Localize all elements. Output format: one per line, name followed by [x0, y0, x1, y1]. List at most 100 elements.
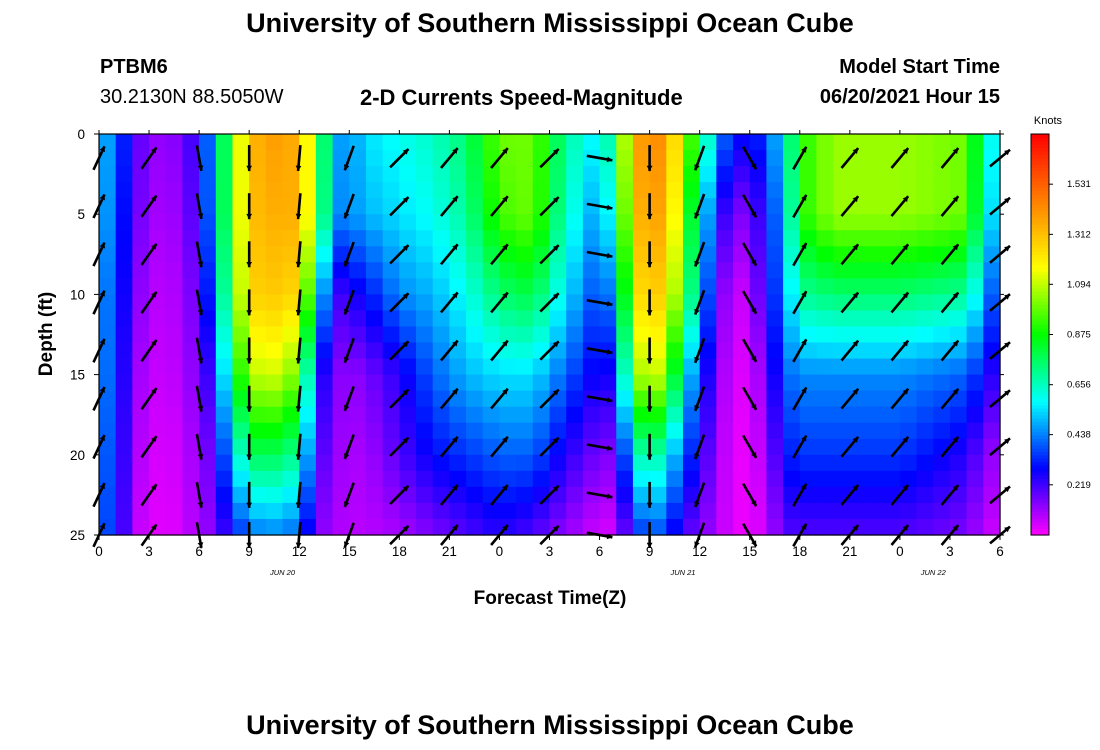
heat-cell [149, 326, 167, 344]
heat-cell [933, 470, 951, 488]
heat-cell [482, 246, 501, 263]
heat-cell [332, 518, 350, 536]
heat-cell [332, 310, 350, 328]
heat-cell [382, 374, 400, 392]
heat-cell [766, 454, 784, 472]
heat-cell [833, 470, 851, 488]
heat-cell [866, 246, 884, 263]
heat-cell [466, 230, 484, 247]
heat-cell [416, 454, 434, 472]
heat-cell [582, 166, 601, 183]
heat-cell [249, 214, 267, 231]
heat-cell [582, 278, 601, 295]
current-vector-head [295, 454, 302, 460]
heat-cell [249, 326, 267, 344]
heat-cell [416, 374, 434, 392]
current-vector-head [606, 300, 613, 307]
heat-cell [115, 134, 133, 151]
heat-cell [499, 438, 517, 456]
heat-cell [566, 150, 584, 167]
heat-cell [249, 342, 267, 360]
heat-cell [883, 454, 901, 472]
colorbar-segment [1031, 287, 1049, 292]
heat-cell [849, 198, 868, 215]
current-vector-head [502, 436, 508, 443]
heat-cell [649, 198, 667, 215]
heat-cell [315, 358, 334, 376]
heat-cell [749, 214, 768, 231]
heat-cell [799, 246, 818, 263]
colorbar-segment [1031, 230, 1049, 235]
current-vector-head [502, 525, 508, 531]
heat-cell [149, 470, 167, 488]
heat-cell [949, 422, 968, 440]
colorbar-segment [1031, 327, 1049, 332]
heat-cell [315, 134, 334, 151]
heat-cell [666, 214, 684, 231]
current-vector-head [197, 405, 204, 412]
colorbar-segment [1031, 184, 1049, 189]
heat-cell [182, 294, 200, 312]
heat-cell [182, 518, 200, 536]
colorbar-segment [1031, 257, 1049, 262]
heat-cell [966, 246, 984, 263]
heat-cell [365, 150, 384, 167]
heat-cell [516, 182, 534, 199]
heat-cell [883, 262, 901, 279]
heat-cell [616, 134, 634, 151]
current-vector-head [801, 483, 807, 490]
heat-cell [199, 358, 217, 376]
heat-cell [399, 262, 417, 279]
current-vector-head [694, 308, 700, 315]
heat-cell [232, 134, 250, 151]
current-vector-head [197, 165, 204, 171]
heat-cell [365, 342, 384, 360]
heat-cell [466, 390, 484, 408]
heat-cell [933, 422, 951, 440]
heat-cell [949, 502, 968, 520]
heat-cell [365, 134, 384, 151]
heat-cell [399, 358, 417, 376]
heat-cell [666, 438, 684, 456]
heat-cell [299, 262, 317, 279]
heat-cell [632, 182, 651, 199]
heat-cell [883, 326, 901, 344]
heat-cell [482, 230, 501, 247]
heat-cell [516, 406, 534, 424]
colorbar-segment [1031, 301, 1049, 306]
heat-cell [382, 422, 400, 440]
heat-cell [949, 278, 968, 295]
heat-cell [699, 358, 717, 376]
heat-cell [449, 182, 467, 199]
y-tick-label: 5 [77, 207, 85, 222]
current-vector-head [606, 349, 613, 355]
heat-cell [916, 406, 934, 424]
heat-cell [99, 198, 117, 215]
heat-cell [249, 262, 267, 279]
heat-cell [282, 358, 300, 376]
current-vector-head [646, 502, 653, 508]
heat-cell [616, 486, 634, 504]
heat-cell [532, 502, 551, 520]
heat-cell [182, 454, 200, 472]
heat-cell [933, 326, 951, 344]
heat-cell [165, 502, 184, 520]
heat-cell [649, 310, 667, 328]
colorbar-segment [1031, 374, 1049, 379]
heat-cell [899, 230, 918, 247]
heat-cell [883, 246, 901, 263]
heat-cell [799, 470, 818, 488]
heat-cell [132, 454, 150, 472]
heat-cell [799, 214, 818, 231]
colorbar-segment [1031, 304, 1049, 309]
heat-cell [549, 326, 567, 344]
heat-cell [432, 342, 450, 360]
heat-cell [416, 262, 434, 279]
heat-cell [399, 502, 417, 520]
heat-cell [466, 166, 484, 183]
heat-cell [416, 278, 434, 295]
heat-cell [215, 502, 234, 520]
heat-cell [516, 390, 534, 408]
heat-cell [115, 294, 133, 312]
heat-cell [582, 150, 601, 167]
